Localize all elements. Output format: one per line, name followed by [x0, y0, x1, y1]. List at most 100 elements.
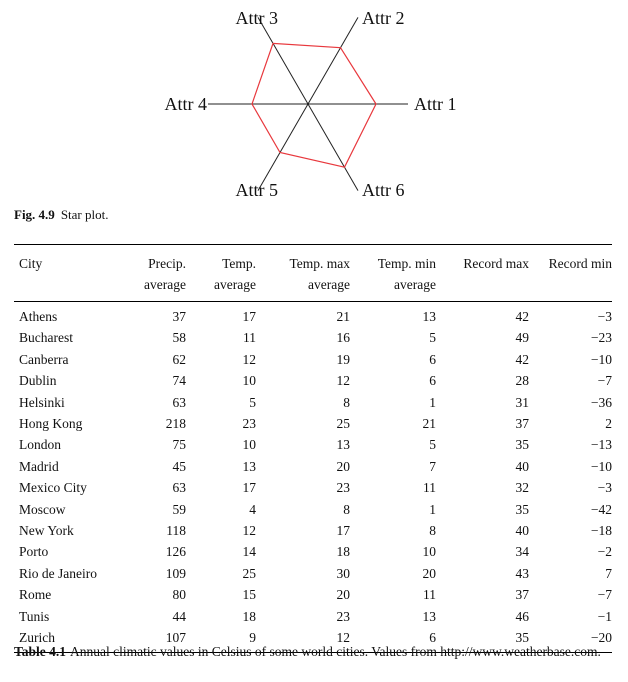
cell-record-max: 28: [515, 373, 530, 389]
cell-record-min: −42: [590, 501, 612, 517]
cell-temp-min: 11: [423, 480, 436, 496]
cell-precip: 44: [172, 608, 187, 624]
cell-temp-min: 8: [429, 523, 436, 539]
cell-temp-max: 12: [336, 373, 351, 389]
header2-record-max: [436, 274, 529, 302]
header-temp: Temp.: [186, 244, 256, 274]
figure-caption-text: Star plot.: [60, 207, 109, 222]
table-row: Moscow 59 4 8 1 35 −42: [14, 499, 612, 520]
header-city: City: [14, 244, 114, 274]
cell-temp: 13: [242, 458, 257, 474]
cell-record-min: −10: [590, 458, 612, 474]
cell-temp: 10: [242, 437, 257, 453]
cell-city: Zurich: [14, 627, 114, 653]
cell-temp-max: 12: [256, 627, 350, 653]
table-row: Bucharest 58 11 16 5 49 −23: [14, 327, 612, 348]
star-plot-labels: Attr 1 Attr 2 Attr 3 Attr 4 Attr 5 Attr 6: [165, 8, 457, 200]
table-row: Rome 80 15 20 11 37 −7: [14, 584, 612, 605]
header-record-max: Record max: [436, 244, 529, 274]
cell-temp: 9: [186, 627, 256, 653]
cell-temp-min: 7: [429, 458, 436, 474]
star-axis-2: [307, 17, 359, 105]
star-axis-label-2: Attr 2: [362, 8, 405, 28]
cell-record-max: 49: [515, 330, 530, 346]
cell-precip: 126: [165, 544, 186, 560]
cell-record-min: −18: [590, 523, 612, 539]
cell-precip: 75: [172, 437, 187, 453]
star-axis-3: [257, 17, 309, 105]
cell-temp-min: 5: [429, 330, 436, 346]
cell-precip: 80: [172, 587, 187, 603]
table-row: Hong Kong 218 23 25 21 37 2: [14, 413, 612, 434]
cell-temp: 15: [242, 587, 257, 603]
cell-precip: 107: [114, 627, 186, 653]
table-header-row-2: average average average average: [14, 274, 612, 302]
cell-record-max: 31: [515, 394, 530, 410]
cell-precip: 63: [172, 394, 187, 410]
cell-record-max: 37: [515, 587, 530, 603]
table-row: Rio de Janeiro 109 25 30 20 43 7: [14, 563, 612, 584]
cell-precip: 74: [172, 373, 187, 389]
cell-record-max: 46: [515, 608, 530, 624]
cell-temp-min: 6: [350, 627, 436, 653]
cell-temp-max: 13: [336, 437, 351, 453]
cell-record-max: 40: [515, 458, 530, 474]
cell-record-min: −2: [597, 544, 612, 560]
cell-record-min: −13: [590, 437, 612, 453]
star-plot-outline: [251, 42, 377, 168]
cell-temp: 17: [242, 480, 257, 496]
header2-record-min: [529, 274, 612, 302]
star-axis-label-3: Attr 3: [236, 8, 279, 28]
figure-caption-label: Fig. 4.9: [14, 207, 55, 222]
cell-temp: 12: [242, 351, 257, 367]
table-row: Porto 126 14 18 10 34 −2: [14, 541, 612, 562]
table-row: Dublin 74 10 12 6 28 −7: [14, 370, 612, 391]
cell-record-min: −3: [597, 480, 612, 496]
cell-temp: 25: [242, 565, 257, 581]
climate-table: City Precip. Temp. Temp. max Temp. min R…: [14, 244, 612, 653]
cell-precip: 118: [166, 523, 186, 539]
star-axis-label-1: Attr 1: [414, 94, 457, 114]
cell-temp-max: 23: [336, 608, 351, 624]
cell-temp: 11: [243, 330, 256, 346]
table-body: Athens 37 17 21 13 42 −3 Bucharest 58 11 16 5 49 −23 C…: [14, 302, 612, 653]
cell-record-max: 42: [515, 351, 530, 367]
cell-record-min: 7: [605, 565, 612, 581]
cell-record-max: 42: [515, 309, 530, 324]
header2-precip: average: [114, 274, 186, 302]
star-axis-label-4: Attr 4: [165, 94, 208, 114]
cell-temp-min: 6: [429, 373, 436, 389]
star-plot: Attr 1 Attr 2 Attr 3 Attr 4 Attr 5 Attr 6: [165, 8, 457, 200]
header2-temp-max: average: [256, 274, 350, 302]
cell-record-max: 43: [515, 565, 530, 581]
cell-temp-min: 5: [429, 437, 436, 453]
cell-city: Rio de Janeiro: [19, 565, 97, 581]
cell-city: New York: [19, 523, 74, 539]
cell-temp: 12: [242, 523, 257, 539]
cell-city: Bucharest: [19, 330, 73, 346]
table-row: London 75 10 13 5 35 −13: [14, 434, 612, 455]
cell-precip: 59: [172, 501, 187, 517]
header2-temp: average: [186, 274, 256, 302]
cell-temp-max: 30: [336, 565, 351, 581]
star-axis-label-6: Attr 6: [362, 180, 405, 200]
star-plot-axes: [208, 17, 408, 191]
cell-city: Rome: [19, 587, 52, 603]
cell-record-min: −7: [597, 373, 612, 389]
cell-record-min: 2: [605, 416, 612, 432]
climate-table-container: City Precip. Temp. Temp. max Temp. min R…: [14, 244, 612, 653]
cell-temp-max: 25: [336, 416, 351, 432]
cell-temp-max: 20: [336, 458, 351, 474]
cell-city: London: [19, 437, 61, 453]
cell-city: Helsinki: [19, 394, 65, 410]
cell-temp: 10: [242, 373, 257, 389]
cell-precip: 62: [172, 351, 187, 367]
table-caption-label: Table 4.1: [14, 644, 67, 659]
table-row: Madrid 45 13 20 7 40 −10: [14, 456, 612, 477]
table-caption: Table 4.1 Annual climatic values in Celsi…: [14, 643, 606, 660]
cell-record-max: 32: [515, 480, 530, 496]
cell-record-max: 35: [436, 627, 529, 653]
cell-temp-max: 23: [336, 480, 351, 496]
cell-temp-min: 21: [422, 416, 437, 432]
cell-record-max: 35: [515, 437, 530, 453]
